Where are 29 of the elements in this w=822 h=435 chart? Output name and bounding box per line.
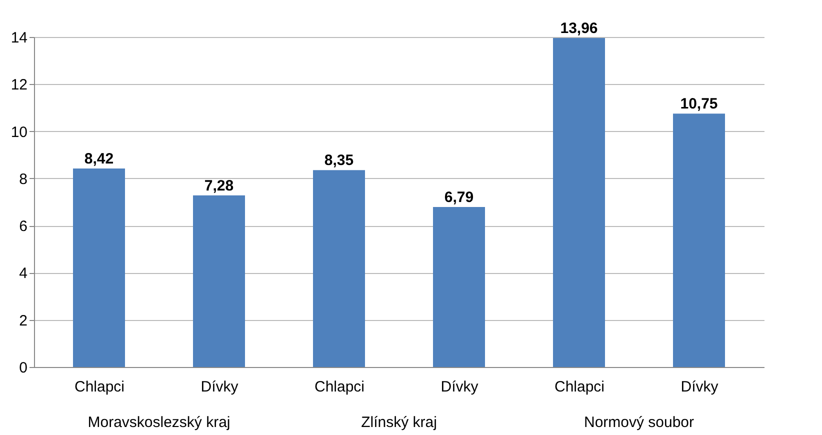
data-label: 13,96 xyxy=(560,20,598,37)
y-tick-label: 6 xyxy=(19,218,28,236)
bar xyxy=(73,168,125,367)
x-tick-label: Chlapci xyxy=(554,378,605,396)
y-tick-label: 0 xyxy=(19,360,28,376)
data-label: 8,35 xyxy=(324,152,354,170)
y-tick-label: 14 xyxy=(10,30,28,46)
bar xyxy=(553,38,605,367)
bar xyxy=(313,170,365,367)
data-label: 8,42 xyxy=(84,150,114,168)
bar xyxy=(433,206,485,367)
x-tick-label: Chlapci xyxy=(314,378,365,396)
y-tick-label: 2 xyxy=(19,312,28,330)
text: Moravskoslezský kraj xyxy=(88,414,230,431)
x-tick-label: Dívky xyxy=(440,378,479,396)
text: Zlínský kraj xyxy=(361,414,437,431)
data-label: 6,79 xyxy=(444,188,474,206)
bar xyxy=(673,114,725,367)
y-tick-label: 4 xyxy=(19,265,28,282)
x-tick-label: Chlapci xyxy=(74,378,125,396)
y-tick-label: 12 xyxy=(10,76,28,94)
x-tick-label: Dívky xyxy=(200,378,239,396)
bar xyxy=(193,195,245,367)
text: Normový soubor xyxy=(584,414,694,431)
x-tick-label: Dívky xyxy=(680,378,719,396)
data-label: 7,28 xyxy=(204,177,234,194)
y-tick-label: 8 xyxy=(19,170,28,188)
y-tick-label: 10 xyxy=(10,124,28,141)
data-label: 10,75 xyxy=(680,96,718,113)
